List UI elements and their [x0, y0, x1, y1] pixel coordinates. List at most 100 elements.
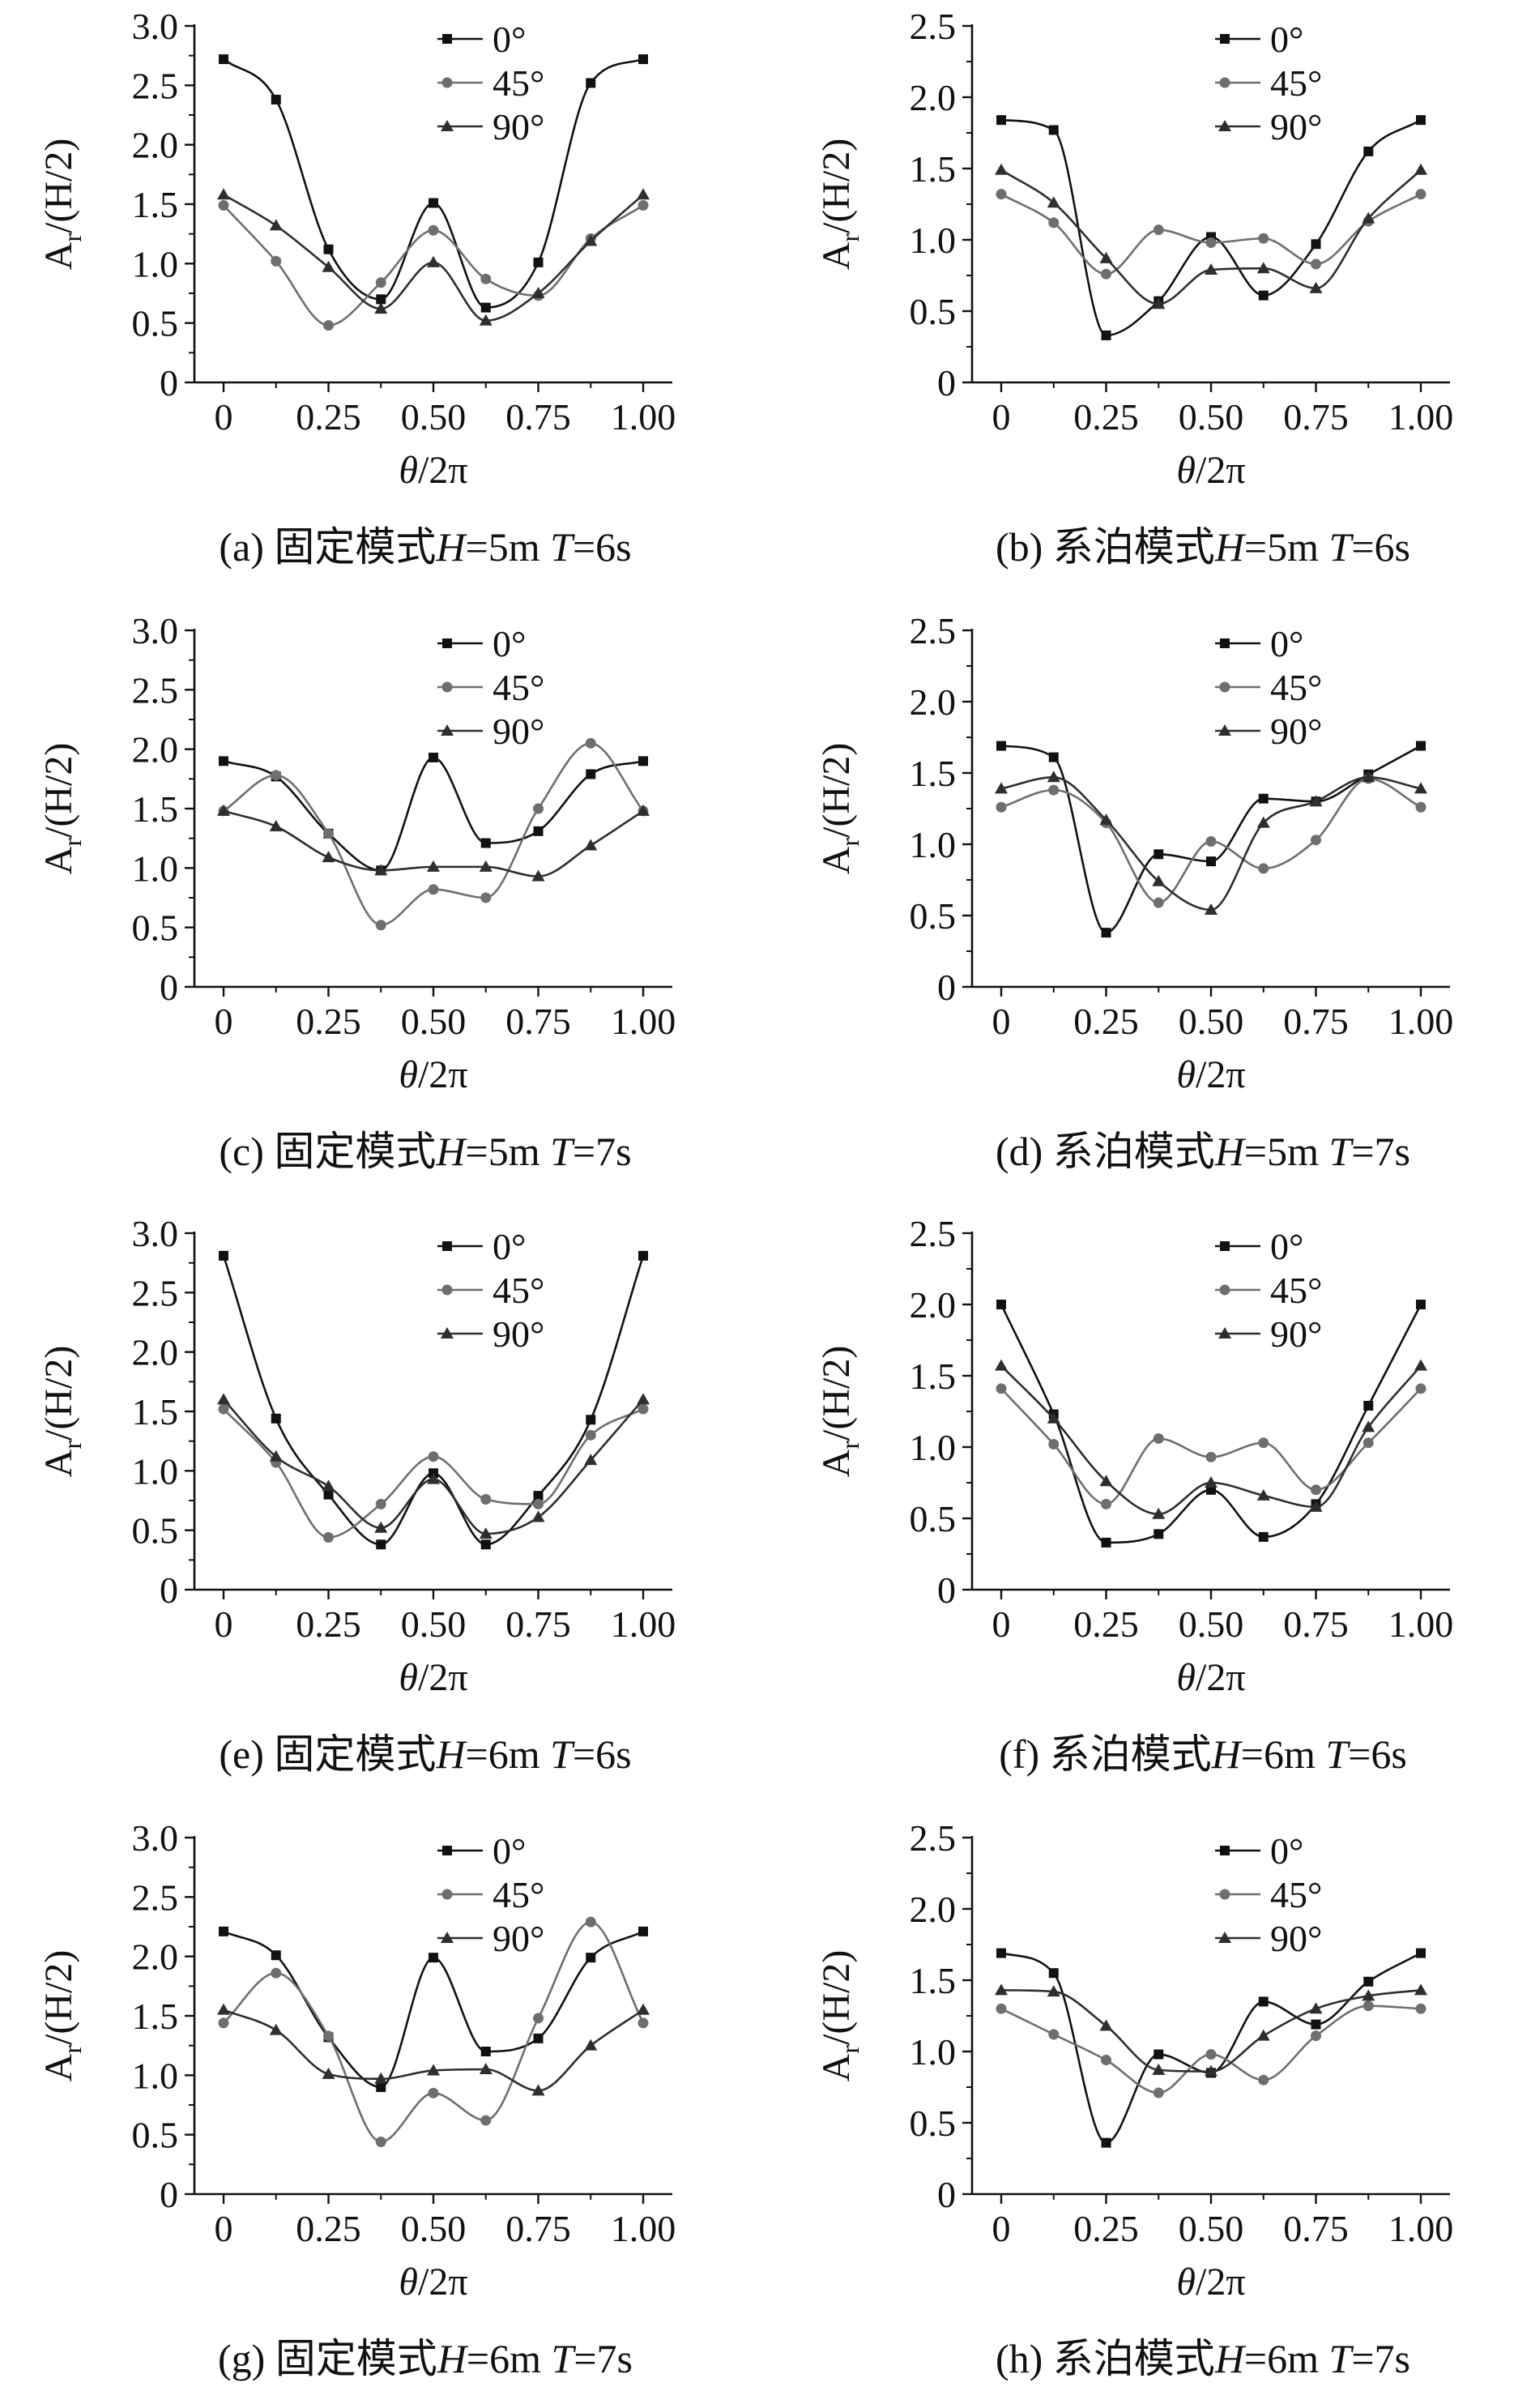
y-tick-label: 0	[937, 362, 956, 403]
series-1	[996, 773, 1427, 908]
caption-h-value: =6m	[466, 1731, 551, 1777]
legend-marker	[441, 1327, 454, 1338]
y-tick-label: 0	[937, 1569, 956, 1611]
data-point-marker	[1415, 189, 1427, 200]
legend-label: 90°	[493, 1313, 544, 1355]
y-axis-title-rest: /(H/2)	[815, 139, 858, 233]
x-tick-label: 0	[215, 2208, 233, 2249]
data-point-marker	[533, 2013, 544, 2024]
x-tick-label: 0	[992, 1603, 1011, 1645]
x-tick-label: 0.75	[1283, 1001, 1349, 1042]
caption-h-value: =5m	[466, 1129, 551, 1174]
legend-label: 0°	[493, 19, 526, 60]
caption-t-symbol: T	[550, 524, 575, 570]
y-tick-label: 2.0	[910, 77, 957, 118]
data-point-marker	[1311, 2030, 1321, 2042]
data-point-marker	[1153, 2087, 1164, 2098]
data-point-marker	[1099, 251, 1113, 263]
x-tick-label: 0.75	[505, 2208, 571, 2249]
x-tick-label: 0.50	[401, 2208, 467, 2249]
legend-marker	[1218, 1327, 1231, 1338]
caption-t-value: =7s	[573, 1129, 632, 1174]
legend-marker	[442, 1241, 452, 1251]
data-point-marker	[638, 2017, 649, 2029]
caption-h-symbol: H	[437, 2336, 469, 2381]
x-tick-label: 0	[992, 2208, 1011, 2249]
series-line	[223, 1398, 644, 1535]
y-tick-label: 0	[160, 2174, 178, 2215]
caption-prefix: (a) 固定模式	[219, 524, 436, 570]
data-point-marker	[1154, 849, 1164, 860]
legend-entry: 0°	[437, 623, 526, 664]
data-point-marker	[219, 1926, 228, 1936]
data-point-marker	[585, 1916, 596, 1928]
data-point-marker	[480, 2047, 491, 2056]
data-point-marker	[637, 188, 650, 200]
chart-panel: 00.51.01.52.02.50 0.25 0.50 0.75 1.00θ/2πAr/…	[815, 610, 1453, 1174]
data-point-marker	[638, 54, 648, 65]
data-point-marker	[1415, 1383, 1427, 1394]
y-tick-label: 1.0	[910, 824, 957, 865]
y-tick-label: 2.5	[132, 65, 179, 106]
data-point-marker	[1205, 1476, 1218, 1488]
y-axis-title-rest: /(H/2)	[37, 1346, 80, 1441]
y-tick-label: 3.0	[132, 610, 179, 651]
legend-marker	[1220, 34, 1230, 44]
legend-marker	[1219, 77, 1230, 88]
x-tick-label: 1.00	[1388, 396, 1454, 438]
data-point-marker	[1099, 813, 1113, 826]
data-point-marker	[1101, 1537, 1111, 1548]
legend-label: 90°	[1270, 106, 1322, 147]
y-tick-label: 2.0	[910, 681, 957, 723]
data-point-marker	[219, 54, 228, 65]
series-0	[996, 115, 1426, 340]
y-tick-label: 2.0	[132, 1936, 179, 1978]
legend-marker	[1220, 1846, 1230, 1855]
data-point-marker	[1101, 268, 1111, 280]
panel-caption: (h) 系泊模式H=6m T=7s	[996, 2336, 1410, 2381]
series-1	[996, 1383, 1427, 1509]
x-axis-title: θ/2π	[1176, 1656, 1245, 1699]
data-point-marker	[1415, 801, 1427, 813]
legend-entry: 0°	[437, 1830, 526, 1872]
data-point-marker	[427, 1472, 440, 1484]
x-tick-label: 0.50	[401, 1603, 467, 1645]
y-tick-label: 1.5	[910, 1960, 957, 2001]
legend-marker	[441, 120, 454, 131]
data-point-marker	[217, 804, 230, 816]
data-point-marker	[217, 2003, 230, 2015]
data-point-marker	[1205, 263, 1218, 275]
chart-panel: 0 0.5 1.0 1.5 2.0 2.5 3.0 0 0.25 0.50 0.75 1.00 θ/2π…	[37, 6, 676, 570]
data-point-marker	[1258, 290, 1269, 301]
series-line	[223, 58, 644, 309]
panel-caption: (f) 系泊模式H=6m T=6s	[999, 1731, 1407, 1777]
data-point-marker	[376, 1539, 386, 1550]
x-tick-label: 0.25	[296, 396, 361, 438]
chart-panel: 0 0.5 1.0 1.5 2.0 2.5 3.0 0 0.25 0.50 0.75 1.00 θ/2π…	[37, 610, 676, 1174]
y-tick-label: 1.0	[132, 243, 179, 284]
caption-h-symbol: H	[1214, 1129, 1247, 1174]
data-point-marker	[1416, 741, 1426, 751]
legend-label: 45°	[493, 1874, 544, 1915]
x-axis-title: θ/2π	[399, 2261, 467, 2303]
data-point-marker	[480, 1539, 491, 1550]
y-axis-title-base: A	[37, 1449, 80, 1477]
x-tick-label: 0	[992, 1001, 1011, 1042]
data-point-marker	[637, 1393, 650, 1405]
data-point-marker	[1101, 330, 1111, 340]
data-point-marker	[271, 255, 282, 267]
caption-h-symbol: H	[435, 524, 467, 570]
x-axis-title: θ/2π	[1176, 2261, 1245, 2303]
data-point-marker	[427, 255, 440, 267]
legend-label: 0°	[1270, 1226, 1303, 1267]
series-line	[223, 742, 645, 927]
data-point-marker	[1154, 2049, 1164, 2060]
legend-label: 90°	[493, 106, 544, 147]
legend-label: 45°	[1270, 1270, 1322, 1311]
legend-marker	[1218, 1932, 1231, 1943]
caption-prefix: (b) 系泊模式	[996, 524, 1215, 570]
data-point-marker	[479, 2063, 493, 2074]
x-axis-title-rest: /2π	[418, 449, 468, 492]
series-line	[1000, 118, 1422, 337]
y-tick-label: 1.0	[132, 1450, 179, 1492]
